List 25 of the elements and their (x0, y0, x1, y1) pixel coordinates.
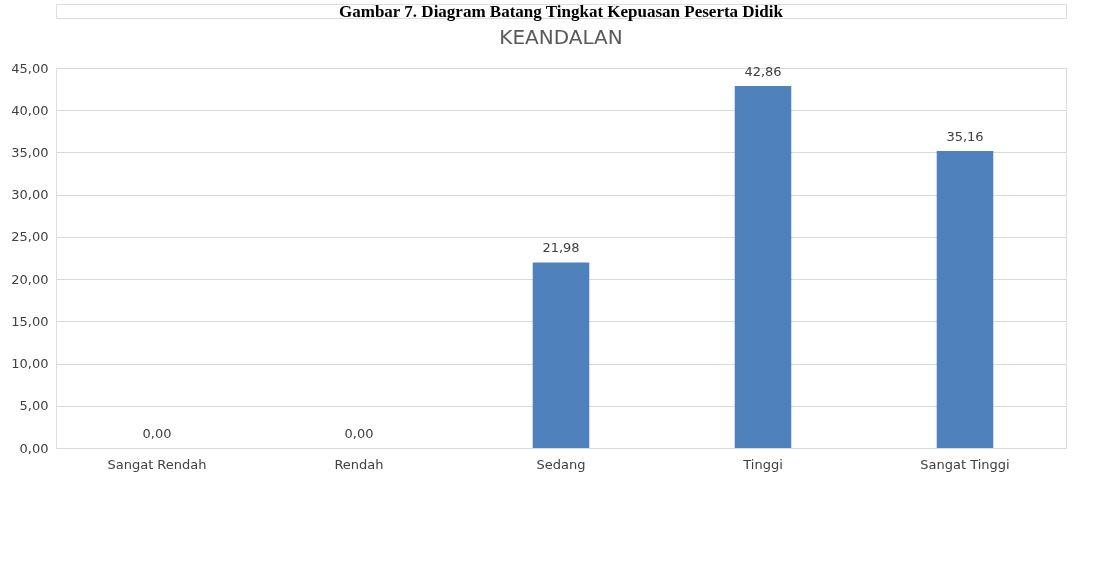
y-tick-label: 15,00 (11, 313, 49, 329)
y-tick-label: 20,00 (11, 271, 49, 287)
x-tick-label: Sangat Rendah (107, 456, 207, 472)
data-label: 0,00 (142, 426, 172, 441)
data-label: 21,98 (542, 240, 580, 256)
bar (734, 86, 792, 448)
data-label: 35,16 (946, 129, 984, 145)
bar (532, 262, 590, 448)
y-tick-label: 5,00 (19, 398, 49, 414)
data-label: 0,00 (344, 426, 374, 441)
x-tick-label: Tinggi (742, 456, 783, 472)
text: Gambar 7. Diagram Batang Tingkat Kepuasan Peserta Didik (339, 2, 784, 21)
y-tick-label: 25,00 (11, 229, 49, 245)
x-tick-label: Sedang (536, 456, 586, 472)
x-tick-label: Rendah (334, 456, 384, 472)
bar (936, 151, 994, 448)
x-tick-label: Sangat Tinggi (920, 456, 1010, 472)
y-tick-label: 0,00 (19, 440, 49, 456)
y-tick-label: 35,00 (11, 144, 49, 160)
y-tick-label: 10,00 (11, 356, 49, 372)
y-tick-label: 40,00 (11, 102, 49, 118)
data-label: 42,86 (744, 64, 782, 80)
y-tick-label: 45,00 (11, 60, 49, 76)
y-tick-label: 30,00 (11, 187, 49, 203)
chart-title: KEANDALAN (499, 25, 623, 49)
